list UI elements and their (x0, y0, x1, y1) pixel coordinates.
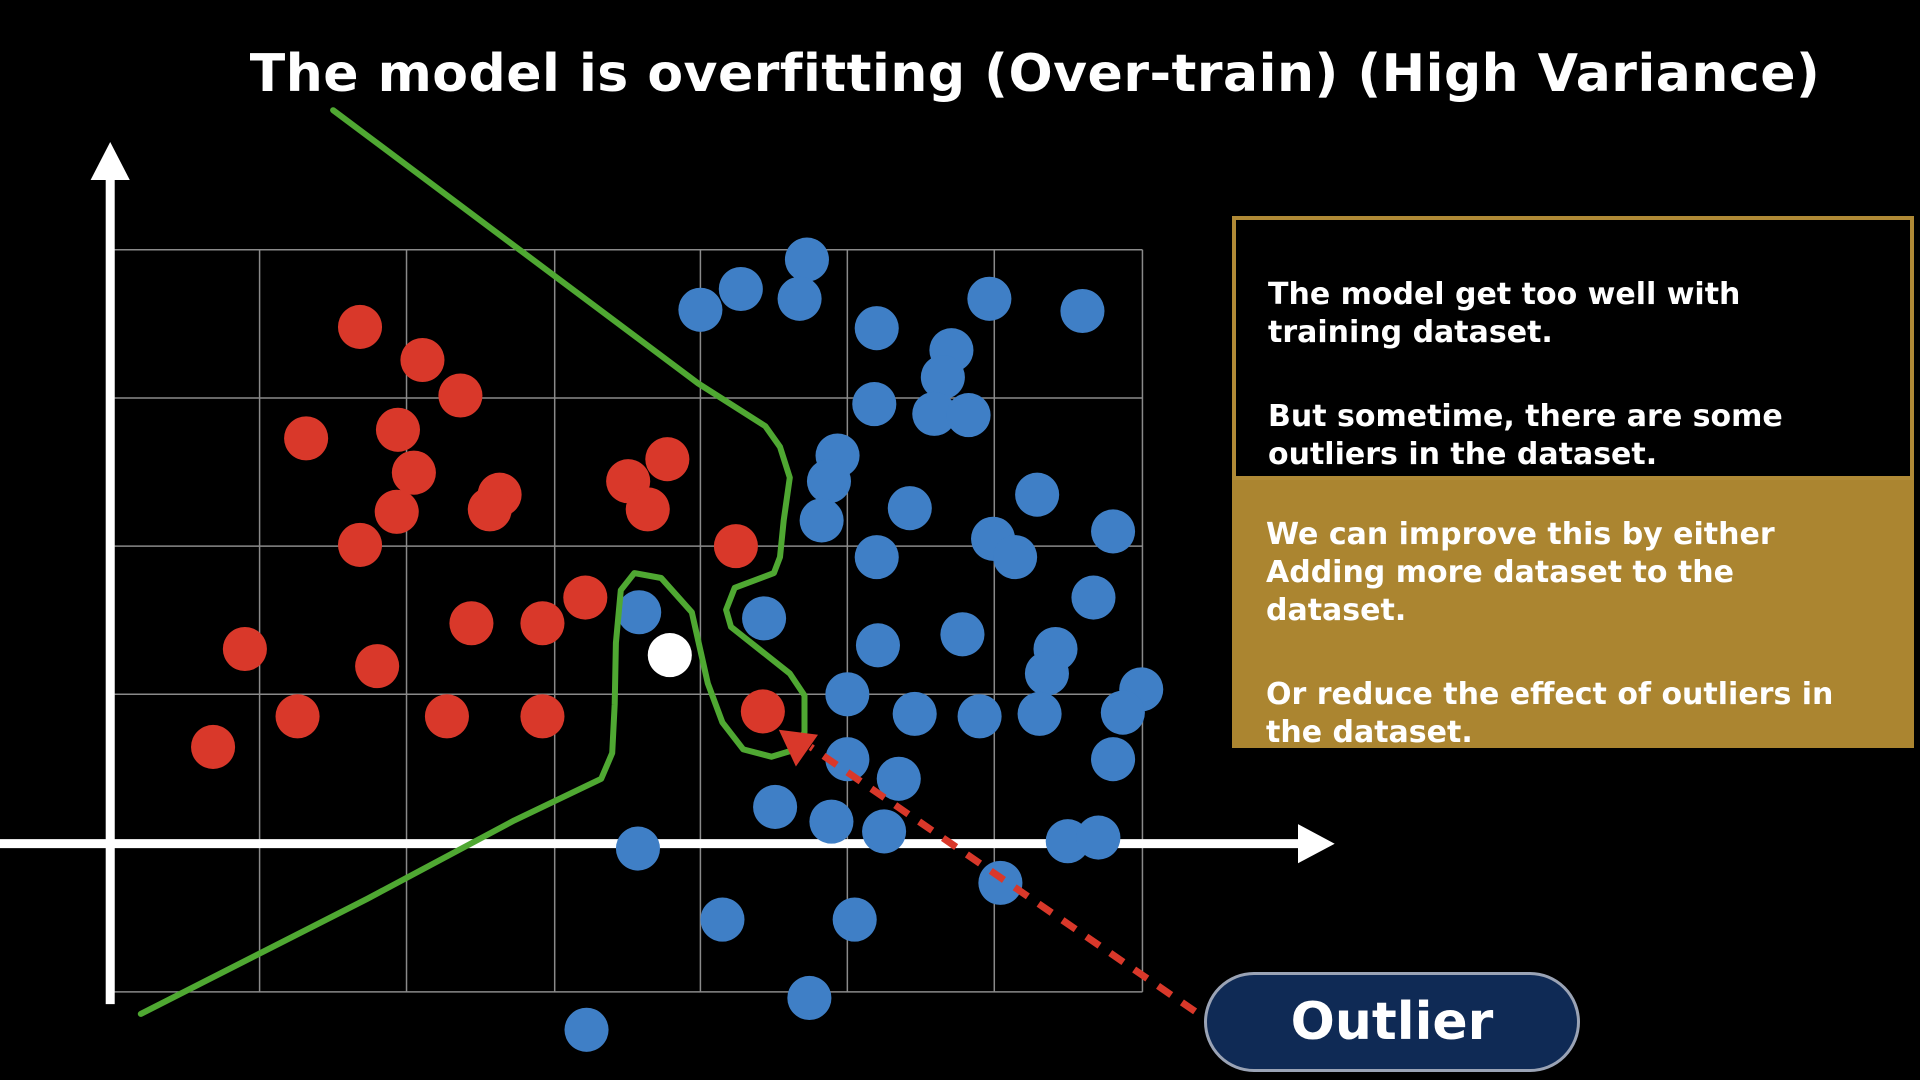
blue-point-46 (787, 975, 832, 1020)
red-point-17 (222, 626, 267, 672)
blue-point-19 (993, 535, 1038, 580)
blue-point-8 (920, 355, 965, 400)
blue-point-30 (957, 694, 1002, 739)
blue-point-39 (862, 809, 907, 854)
blue-point-17 (854, 535, 899, 580)
red-point-21 (520, 694, 565, 739)
blue-point-15 (887, 486, 932, 531)
blue-point-36 (876, 756, 921, 801)
red-point-2 (438, 373, 483, 418)
decision-boundary (137, 107, 808, 1017)
blue-point-11 (946, 393, 991, 438)
blue-point-34 (1091, 737, 1136, 782)
blue-point-20 (1091, 509, 1136, 554)
blue-point-29 (892, 691, 937, 736)
info-text-outliers: But sometime, there are some outliers in… (1268, 399, 1783, 472)
red-point-19 (275, 694, 320, 739)
blue-point-23 (742, 596, 787, 641)
blue-point-33 (1100, 690, 1145, 735)
blue-point-13 (806, 459, 852, 504)
red-point-20 (424, 694, 469, 739)
outlier-arrow-line (808, 744, 1198, 1015)
red-point-12 (625, 487, 670, 532)
info-box-bottom: We can improve this by either Adding mor… (1232, 480, 1914, 750)
red-point-1 (400, 337, 445, 383)
red-point-16 (520, 601, 565, 646)
red-point-13 (713, 524, 758, 569)
blue-point-25 (940, 612, 985, 657)
info-panel: The model get too well with training dat… (1232, 216, 1914, 750)
blue-point-43 (978, 860, 1023, 905)
info-box-top: The model get too well with training dat… (1232, 216, 1914, 480)
blue-point-27 (1024, 651, 1069, 696)
blue-point-44 (700, 897, 745, 942)
blue-point-2 (678, 287, 723, 332)
blue-point-22 (617, 590, 662, 635)
slide-title: The model is overfitting (Over-train) (H… (249, 44, 1821, 104)
blue-point-14 (799, 498, 844, 543)
y-axis-arrowhead (90, 142, 130, 180)
red-point-8 (467, 487, 512, 532)
blue-point-24 (855, 623, 900, 668)
blue-point-42 (615, 826, 660, 871)
red-point-3 (284, 416, 329, 461)
blue-point-1 (718, 266, 763, 312)
red-point-15 (449, 601, 494, 646)
blue-point-45 (832, 897, 877, 942)
red-point-6 (374, 489, 419, 534)
info-text-reduce-outliers: Or reduce the effect of outliers in the … (1266, 677, 1834, 750)
x-axis-arrowhead (1298, 824, 1335, 864)
blue-point-4 (967, 276, 1012, 321)
blue-point-41 (1076, 815, 1121, 860)
red-point-9 (337, 522, 383, 567)
blue-point-16 (1015, 472, 1060, 517)
outlier-arrowhead (778, 729, 818, 767)
red-point-14 (563, 575, 608, 620)
blue-point-6 (854, 306, 899, 351)
blue-point-3 (777, 276, 822, 321)
blue-point-9 (852, 382, 897, 427)
red-point-18 (355, 644, 400, 689)
red-point-23 (740, 689, 785, 734)
blue-point-35 (825, 737, 870, 782)
red-point-11 (645, 437, 690, 482)
outlier-badge: Outlier (1204, 972, 1580, 1072)
blue-point-37 (753, 784, 798, 829)
info-text-add-data: We can improve this by either Adding mor… (1266, 517, 1775, 628)
info-text-training: The model get too well with training dat… (1268, 277, 1741, 350)
blue-point-31 (1017, 691, 1062, 736)
blue-point-28 (825, 672, 870, 717)
red-point-22 (191, 724, 236, 769)
red-point-4 (375, 407, 421, 452)
blue-point-5 (1060, 288, 1105, 334)
blue-point-0 (784, 237, 829, 282)
blue-point-38 (809, 799, 854, 844)
blue-point-21 (1071, 575, 1116, 620)
blue-point-10 (912, 391, 957, 436)
red-point-5 (391, 450, 436, 495)
red-point-0 (337, 304, 383, 349)
blue-point-47 (564, 1007, 609, 1052)
new-data-point (647, 633, 692, 678)
